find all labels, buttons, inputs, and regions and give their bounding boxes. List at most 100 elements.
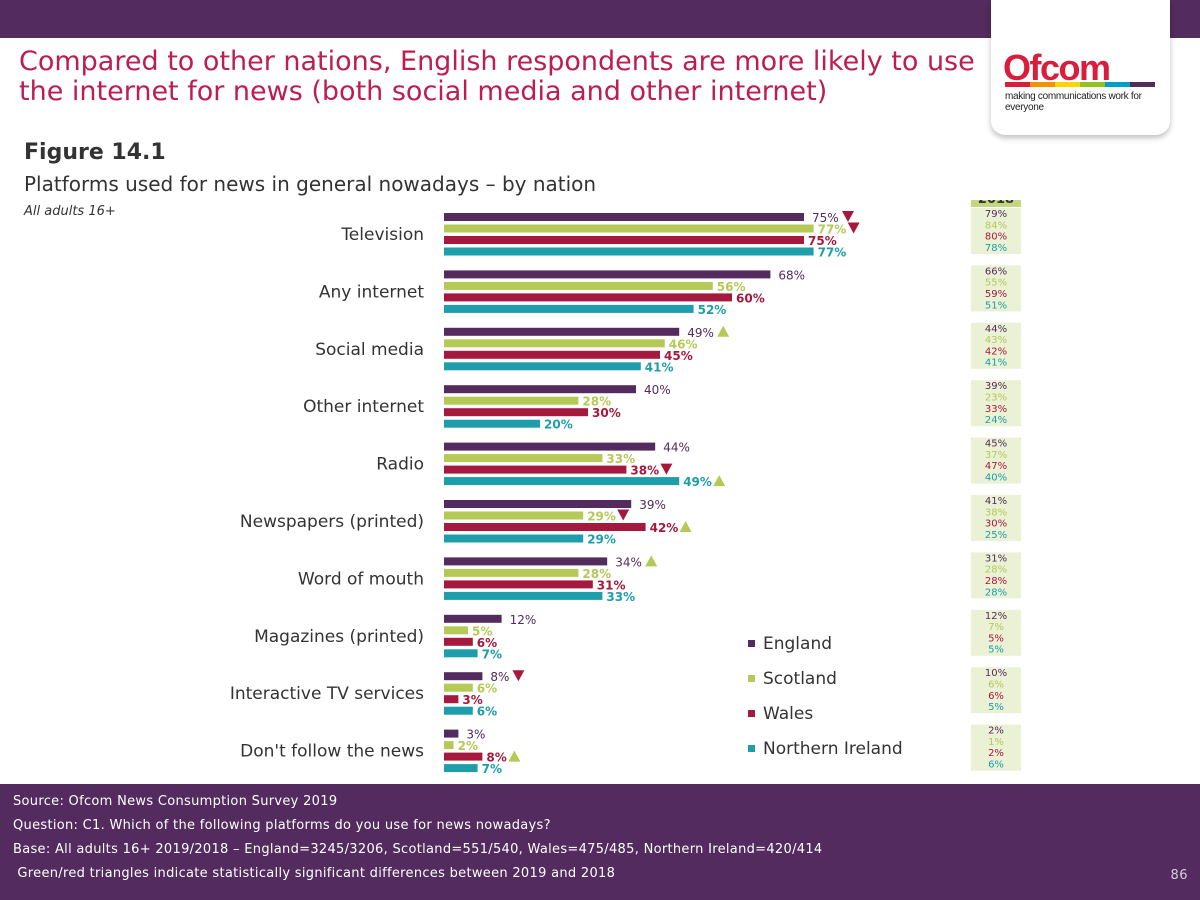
- data-label: 45%: [664, 349, 693, 363]
- significance-down-triangle: [847, 222, 860, 234]
- table-2018-value: 78%: [985, 243, 1007, 254]
- logo-stripe-segment: [1130, 82, 1155, 87]
- data-label: 42%: [650, 521, 679, 535]
- footer-note: Green/red triangles indicate statistical…: [13, 866, 616, 881]
- table-2018-value: 5%: [988, 633, 1004, 644]
- bar-england: [444, 213, 804, 221]
- table-2018-value: 51%: [985, 300, 1007, 311]
- footer-question: Question: C1. Which of the following pla…: [13, 818, 551, 833]
- legend-swatch: [748, 640, 755, 647]
- bar-chart: 2018 Television 75% 79% 77% 84% 75% 80% 77% 78% An…: [230, 200, 1021, 776]
- bar-northern-ireland: [444, 477, 680, 486]
- data-label: 12%: [510, 613, 537, 627]
- table-2018-value: 80%: [985, 232, 1007, 243]
- bar-england: [444, 385, 636, 394]
- table-2018-value: 28%: [985, 565, 1007, 576]
- category-label: Newspapers (printed): [240, 512, 424, 532]
- legend-item: England: [748, 626, 903, 661]
- figure-base: All adults 16+: [24, 204, 116, 219]
- data-label: 60%: [736, 291, 765, 305]
- table-2018-cell-bg: [971, 609, 1021, 656]
- data-label: 28%: [582, 395, 611, 409]
- data-label: 41%: [645, 360, 674, 374]
- table-2018-value: 59%: [985, 289, 1007, 300]
- table-2018-value: 41%: [985, 358, 1007, 369]
- logo-tagline: making communications work for everyone: [1005, 91, 1142, 113]
- logo-wordmark: Ofcom: [1003, 47, 1111, 88]
- table-2018-header: 2018: [978, 200, 1014, 207]
- legend-label: Wales: [763, 703, 814, 724]
- table-2018-value: 10%: [985, 668, 1007, 679]
- legend-swatch: [748, 710, 755, 717]
- bar-northern-ireland: [444, 247, 814, 256]
- figure-label: Figure 14.1: [24, 140, 166, 165]
- data-label: 77%: [818, 223, 847, 237]
- table-2018-value: 25%: [985, 530, 1007, 541]
- table-2018-value: 2%: [988, 726, 1004, 737]
- category-label: Don't follow the news: [240, 742, 424, 762]
- slide-headline: Compared to other nations, English respo…: [19, 46, 975, 107]
- significance-up-triangle: [645, 555, 658, 567]
- significance-down-triangle: [660, 463, 673, 475]
- table-2018-value: 79%: [985, 209, 1007, 220]
- bar-wales: [444, 350, 660, 359]
- legend-item: Wales: [748, 696, 903, 731]
- logo-stripe-segment: [1105, 82, 1130, 87]
- bar-wales: [444, 580, 593, 589]
- table-2018-value: 28%: [985, 576, 1007, 587]
- data-label: 5%: [472, 624, 492, 638]
- legend-swatch: [748, 745, 755, 752]
- data-label: 46%: [669, 337, 698, 351]
- bar-scotland: [444, 281, 713, 290]
- category-label: Social media: [315, 340, 424, 360]
- bar-wales: [444, 523, 646, 531]
- table-2018-value: 47%: [985, 461, 1007, 472]
- table-2018-value: 33%: [985, 404, 1007, 415]
- bar-scotland: [444, 224, 814, 233]
- table-2018-cell-bg: [971, 322, 1021, 369]
- page-number: 86: [1170, 868, 1188, 883]
- table-2018-cell-bg: [971, 380, 1021, 427]
- table-2018-value: 30%: [985, 519, 1007, 530]
- table-2018-value: 6%: [988, 760, 1004, 771]
- table-2018-value: 23%: [985, 393, 1007, 404]
- table-2018-value: 42%: [985, 346, 1007, 357]
- significance-down-triangle: [842, 211, 854, 222]
- data-label: 33%: [606, 590, 635, 604]
- table-2018-cell-bg: [971, 495, 1021, 541]
- table-2018-value: 44%: [985, 324, 1007, 335]
- category-label: Interactive TV services: [230, 684, 424, 704]
- table-2018-header-bg: [971, 200, 1021, 207]
- bar-northern-ireland: [444, 419, 540, 428]
- table-2018-value: 12%: [985, 611, 1007, 622]
- bar-england: [444, 270, 771, 279]
- data-label: 6%: [477, 705, 497, 719]
- footer-source: Source: Ofcom News Consumption Survey 20…: [13, 794, 338, 809]
- footer: Source: Ofcom News Consumption Survey 20…: [0, 784, 1200, 900]
- significance-down-triangle: [617, 509, 630, 521]
- legend-item: Scotland: [748, 661, 903, 696]
- table-2018-value: 38%: [985, 507, 1007, 518]
- table-2018-value: 43%: [985, 335, 1007, 346]
- data-label: 2%: [458, 739, 478, 753]
- table-2018-value: 6%: [988, 680, 1004, 691]
- bar-scotland: [444, 339, 665, 348]
- data-label: 7%: [482, 762, 502, 776]
- logo-stripe-segment: [1080, 82, 1105, 87]
- table-2018-value: 31%: [985, 553, 1007, 564]
- bar-wales: [444, 752, 483, 761]
- table-2018-value: 39%: [985, 381, 1007, 392]
- bar-scotland: [444, 454, 603, 463]
- legend-label: Scotland: [763, 668, 837, 689]
- significance-up-triangle: [713, 475, 726, 487]
- table-2018-value: 1%: [988, 737, 1004, 748]
- ofcom-logo: Ofcom making communications work for eve…: [991, 0, 1170, 135]
- bar-scotland: [444, 396, 579, 405]
- table-2018-value: 24%: [985, 415, 1007, 426]
- bar-northern-ireland: [444, 362, 641, 371]
- data-label: 29%: [587, 510, 616, 524]
- logo-stripe-segment: [1005, 82, 1030, 87]
- table-2018-value: 7%: [988, 622, 1004, 633]
- bar-wales: [444, 293, 732, 302]
- bar-northern-ireland: [444, 304, 694, 313]
